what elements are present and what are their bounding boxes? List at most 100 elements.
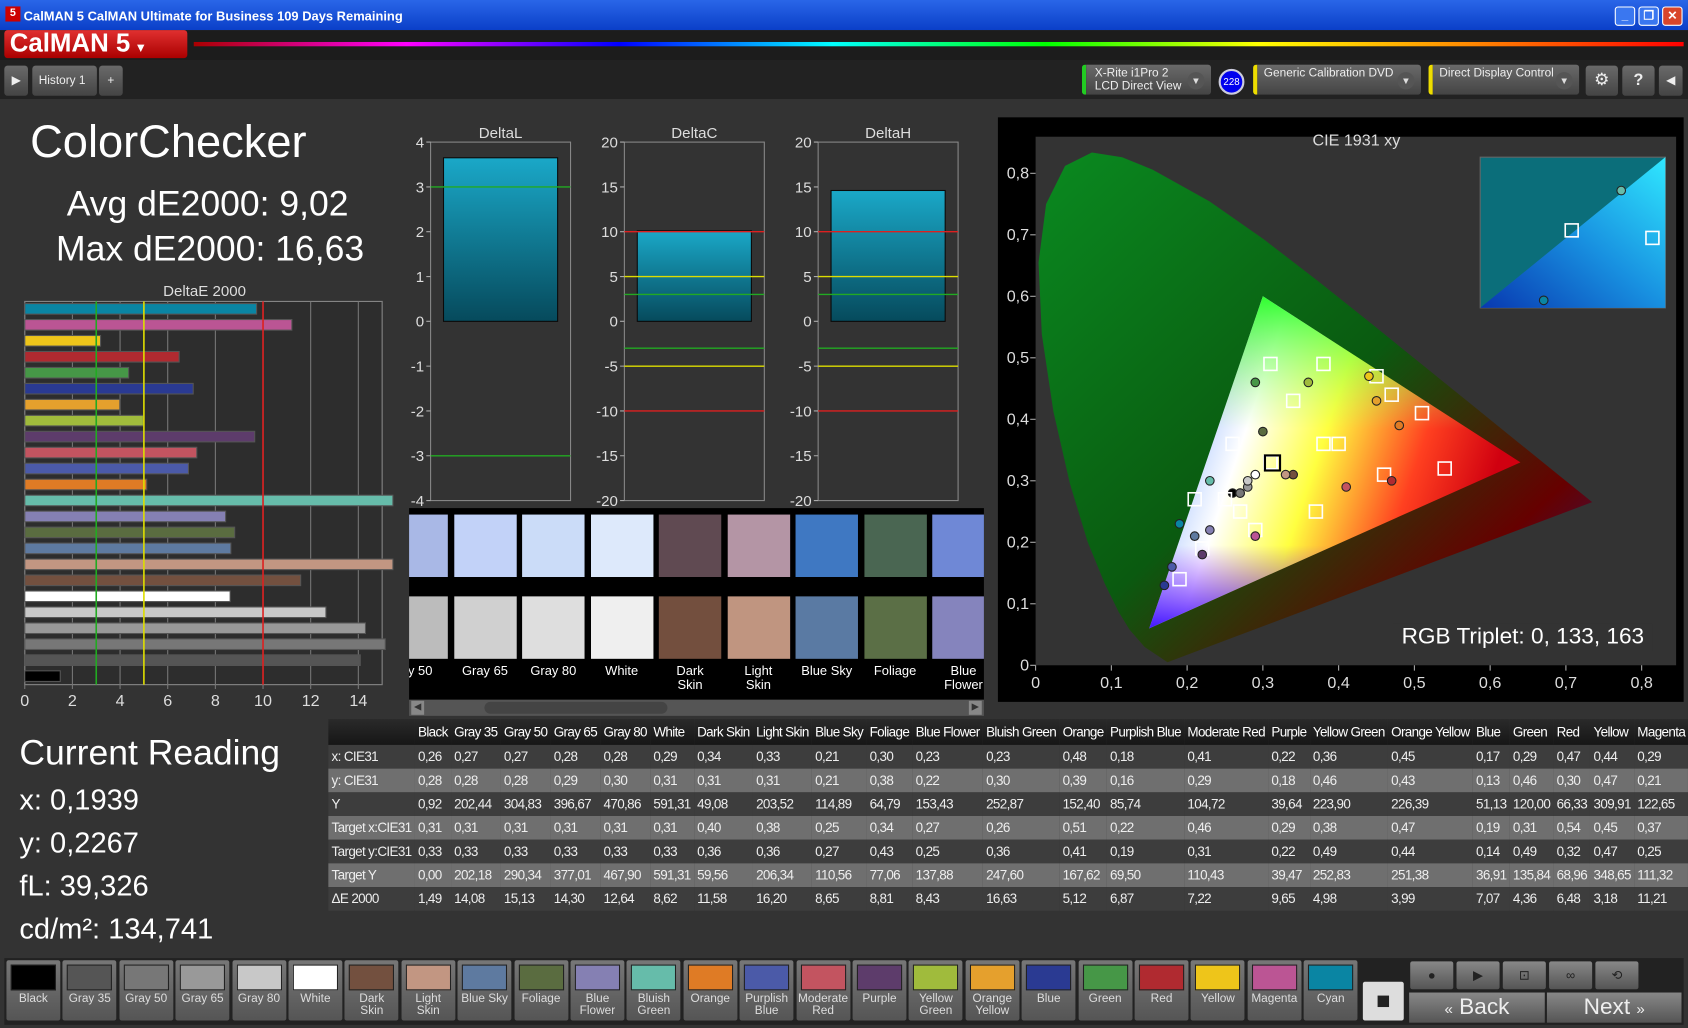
table-cell: 0,31 [550,815,601,840]
bar-dark-skin [24,574,302,587]
table-cell: 0,25 [811,815,867,840]
tick-label: 20 [601,134,618,151]
scroll-right-icon[interactable]: ▶ [968,700,982,715]
meter-selector[interactable]: X-Rite i1Pro 2 LCD Direct View ▼ [1081,64,1212,95]
restore-button[interactable]: ❐ [1638,6,1659,26]
minimize-button[interactable]: _ [1614,6,1636,26]
column-header: Black [414,719,451,745]
column-header: Light Skin [752,719,812,745]
patch-label: White [300,992,331,1006]
tick-label: 10 [254,692,272,710]
patch-button[interactable]: Moderate Red [796,960,850,1021]
source-selector[interactable]: Generic Calibration DVD ▼ [1253,64,1421,95]
patch-button[interactable]: Gray 50 [119,960,174,1021]
patch-button[interactable]: Green [1078,960,1133,1021]
table-cell: 0,36 [693,839,753,864]
continuous-icon[interactable]: ∞ [1549,961,1593,990]
target-point [1285,393,1301,409]
table-cell: 0,17 [1472,744,1510,769]
patch-button[interactable]: White [288,960,343,1021]
table-cell: 0,22 [1106,815,1185,840]
x-tick-label: 0,3 [1252,674,1274,692]
measured-point [1189,531,1200,541]
patch-scrollbar[interactable]: ◀ ▶ [409,699,984,716]
tab-history-1[interactable]: History 1 [32,65,97,96]
y-tick-label: 0,5 [1007,349,1029,367]
patch-button[interactable]: Red [1134,960,1189,1021]
meter-mode: LCD Direct View [1094,79,1182,93]
tick-label: -4 [411,493,424,510]
patch-button[interactable]: Yellow Green [908,960,963,1021]
patch-button[interactable]: Dark Skin [344,960,399,1021]
column-header: Gray 50 [500,719,551,745]
table-cell: 0,36 [1309,744,1388,769]
table-cell: 0,43 [866,839,913,864]
patch-button[interactable]: Gray 35 [62,960,117,1021]
collapse-icon[interactable]: ◀ [1658,65,1683,96]
gear-icon[interactable]: ⚙ [1585,65,1618,96]
stop-icon[interactable]: ■ [1362,981,1404,1021]
tick-label: 14 [349,692,367,710]
patch-button[interactable]: Blue Sky [457,960,512,1021]
patch-button[interactable]: Gray 65 [175,960,230,1021]
calman-menu-button[interactable]: CalMAN 5 ▾ [4,30,188,59]
patch-button[interactable]: Foliage [514,960,568,1021]
measured-point [1242,475,1253,486]
table-cell: 0,30 [1553,768,1591,793]
patch-button[interactable]: Light Skin [401,960,456,1021]
patch-button[interactable]: Orange [683,960,738,1021]
patch-button[interactable]: Blue Flower [570,960,625,1021]
patch-button[interactable]: Cyan [1303,960,1358,1021]
patch-label: Blue Sky [461,992,508,1006]
tick-label: 10 [601,224,618,241]
help-button[interactable]: ? [1622,65,1655,96]
patch-button[interactable]: Blue [1021,960,1076,1021]
table-cell: 0,43 [1387,768,1473,793]
play-icon[interactable]: ▶ [1456,961,1500,990]
patch-button[interactable]: Orange Yellow [965,960,1020,1021]
table-cell: 0,22 [1268,744,1310,769]
patch-button[interactable]: Purplish Blue [739,960,794,1021]
table-cell: 3,18 [1590,887,1635,911]
add-tab-button[interactable]: + [99,65,123,96]
measured-point [1280,469,1291,480]
max-de: Max dE2000: 16,63 [55,228,365,269]
brand-bar: CalMAN 5 ▾ [0,30,1688,61]
patch-label: Foliage [521,992,561,1006]
measured-point [1204,475,1215,486]
patch-label: Bluish Green [637,992,671,1018]
patch-selector-bar: Black Gray 35 Gray 50 Gray 65 Gray 80 White Da… [4,958,1684,1025]
meter-badge[interactable]: 228 [1218,68,1245,95]
record-icon[interactable]: ● [1410,961,1454,990]
refresh-icon[interactable]: ⟲ [1595,961,1639,990]
table-cell: 1,49 [414,887,451,911]
deltae-chart: DeltaE 2000 0 2 4 6 8 10 12 14 [20,283,394,710]
chart-title: DeltaC [671,125,717,142]
scrollbar-thumb[interactable] [484,701,668,714]
patch-button[interactable]: Yellow [1191,960,1245,1021]
patch-button[interactable]: Purple [852,960,907,1021]
play-icon[interactable]: ▶ [4,65,28,96]
back-button[interactable]: « Back [1409,992,1545,1023]
close-button[interactable]: ✕ [1662,6,1683,26]
table-cell: 114,89 [811,792,867,816]
patch-button[interactable]: Gray 80 [232,960,286,1021]
scroll-left-icon[interactable]: ◀ [411,700,425,715]
table-cell: 467,90 [600,863,651,888]
patch-color [518,964,564,991]
measured-point [1250,469,1261,480]
patch-button[interactable]: Bluish Green [626,960,681,1021]
display-selector[interactable]: Direct Display Control ▼ [1428,64,1580,95]
patch-button[interactable]: Black [6,960,61,1021]
table-cell: 0,30 [866,744,913,769]
bar-orange-yellow [24,398,121,411]
table-cell: 0,39 [1059,768,1107,793]
patch-color [292,964,339,991]
loop-icon[interactable]: ⊡ [1502,961,1546,990]
patch-button[interactable]: Magenta [1247,960,1302,1021]
patch-color [67,964,113,991]
table-cell: 304,83 [500,792,551,816]
next-button[interactable]: Next » [1546,992,1682,1023]
measured-point [1303,377,1314,388]
tick-label: 5 [610,269,618,286]
